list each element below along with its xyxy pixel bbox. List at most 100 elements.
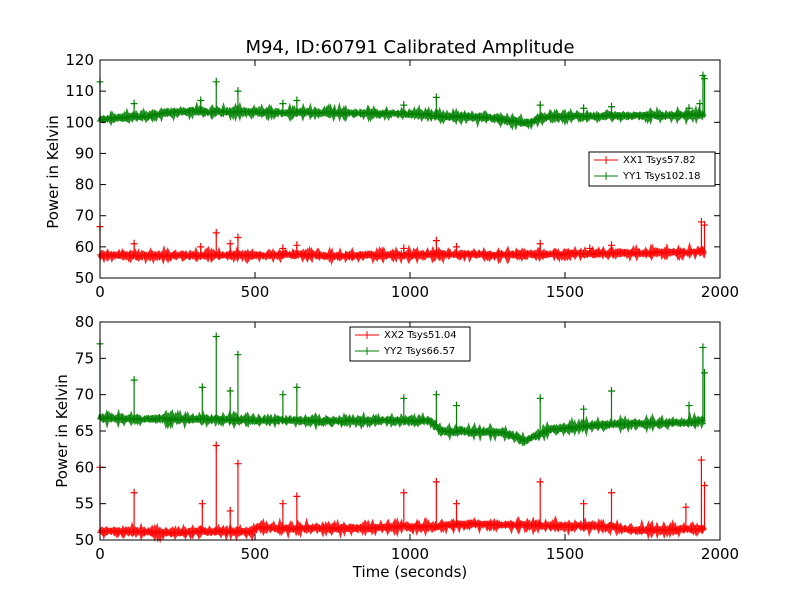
top-point-xx1 xyxy=(595,250,602,258)
bottom-point-yy2 xyxy=(323,416,330,424)
bottom-point-xx2 xyxy=(457,520,464,528)
bottom-point-xx2 xyxy=(268,524,275,532)
top-point-yy1 xyxy=(201,108,208,116)
top-point-yy1 xyxy=(268,108,275,116)
top-point-xx1 xyxy=(160,253,167,261)
bottom-point-yy2 xyxy=(636,419,643,427)
bottom-point-yy2 xyxy=(342,417,349,425)
top-legend: + XX1 Tsys57.82 + YY1 Tsys102.18 xyxy=(588,151,716,187)
bottom-point-yy2 xyxy=(617,419,624,427)
bottom-spike-marker-xx2 xyxy=(701,481,708,490)
bottom-spike-marker-yy2 xyxy=(234,350,242,359)
bottom-point-xx2 xyxy=(283,524,289,532)
top-spike-marker-xx1 xyxy=(130,239,138,248)
bottom-spike-marker-yy2 xyxy=(608,387,615,396)
top-point-xx1 xyxy=(446,250,453,258)
bottom-point-xx2 xyxy=(428,522,435,530)
bottom-point-yy2 xyxy=(230,417,237,425)
bottom-point-yy2 xyxy=(588,422,595,430)
top-point-yy1 xyxy=(130,112,137,120)
top-point-yy1 xyxy=(669,111,676,119)
bottom-point-xx2 xyxy=(111,527,118,535)
top-point-xx1 xyxy=(320,251,327,259)
top-point-yy1 xyxy=(312,108,319,116)
bottom-spike-marker-xx2 xyxy=(432,477,440,486)
top-point-yy1 xyxy=(316,109,323,117)
bottom-point-xx2 xyxy=(219,526,226,534)
bottom-point-xx2 xyxy=(141,529,148,537)
bottom-point-xx2 xyxy=(190,529,196,537)
top-point-yy1 xyxy=(658,111,665,119)
top-spike-marker-yy1 xyxy=(685,104,693,113)
bottom-legend: + XX2 Tsys51.04 + YY2 Tsys66.57 xyxy=(349,326,471,362)
bottom-point-xx2 xyxy=(677,524,684,532)
top-point-xx1 xyxy=(145,251,152,259)
top-point-xx1 xyxy=(521,251,528,259)
top-point-xx1 xyxy=(684,249,691,257)
top-spike-marker-yy1 xyxy=(701,74,708,83)
bottom-point-yy2 xyxy=(614,420,621,428)
bottom-point-yy2 xyxy=(372,416,379,424)
top-point-yy1 xyxy=(595,112,602,120)
top-point-xx1 xyxy=(610,250,617,258)
bottom-point-yy2 xyxy=(271,417,278,425)
bottom-point-xx2 xyxy=(160,530,167,538)
bottom-point-yy2 xyxy=(409,417,416,425)
top-point-yy1 xyxy=(550,112,557,120)
top-legend-plus-yy1: + xyxy=(601,169,611,183)
bottom-y-tick-label: 80 xyxy=(75,313,94,331)
top-y-tick-label: 60 xyxy=(75,238,94,256)
bottom-point-yy2 xyxy=(472,429,479,437)
bottom-point-yy2 xyxy=(513,432,520,440)
bottom-point-xx2 xyxy=(405,523,412,531)
bottom-point-yy2 xyxy=(435,425,442,433)
top-spike-marker-xx1 xyxy=(234,233,242,242)
bottom-point-yy2 xyxy=(695,417,702,425)
top-point-xx1 xyxy=(692,249,699,257)
bottom-point-yy2 xyxy=(126,415,133,423)
bottom-point-yy2 xyxy=(253,417,260,425)
bottom-point-xx2 xyxy=(461,522,468,530)
bottom-point-yy2 xyxy=(569,425,576,433)
top-point-yy1 xyxy=(513,117,520,125)
bottom-point-xx2 xyxy=(602,524,609,532)
bottom-point-yy2 xyxy=(461,427,468,435)
top-point-yy1 xyxy=(454,113,461,121)
top-spike-marker-xx1 xyxy=(432,236,440,245)
bottom-point-xx2 xyxy=(167,530,174,538)
bottom-x-tick-label: 1000 xyxy=(391,545,429,563)
top-x-tick-label: 1500 xyxy=(546,283,584,301)
top-point-yy1 xyxy=(535,115,542,123)
top-point-yy1 xyxy=(554,113,561,121)
top-point-yy1 xyxy=(141,112,148,120)
bottom-series-xx2 xyxy=(96,441,708,544)
top-point-xx1 xyxy=(580,250,587,258)
top-point-xx1 xyxy=(420,250,427,258)
bottom-point-yy2 xyxy=(182,414,189,422)
bottom-point-yy2 xyxy=(242,417,249,425)
top-legend-label-yy1: YY1 Tsys102.18 xyxy=(622,171,701,182)
top-point-yy1 xyxy=(491,113,498,121)
top-point-xx1 xyxy=(353,252,360,260)
top-point-yy1 xyxy=(290,109,297,117)
bottom-legend-plus-xx2: + xyxy=(362,328,372,342)
top-point-xx1 xyxy=(126,251,133,259)
bottom-point-xx2 xyxy=(535,521,542,529)
bottom-spike-marker-yy2 xyxy=(293,383,301,392)
top-point-yy1 xyxy=(253,107,260,115)
bottom-point-yy2 xyxy=(283,417,289,425)
top-point-yy1 xyxy=(673,110,680,118)
top-point-yy1 xyxy=(565,112,572,120)
bottom-point-yy2 xyxy=(602,420,609,428)
bottom-point-yy2 xyxy=(450,428,457,436)
bottom-point-xx2 xyxy=(402,522,409,530)
top-point-yy1 xyxy=(271,110,278,118)
top-point-xx1 xyxy=(517,250,524,258)
top-point-yy1 xyxy=(584,113,591,121)
bottom-point-xx2 xyxy=(655,525,661,533)
bottom-point-yy2 xyxy=(141,415,148,423)
bottom-point-xx2 xyxy=(413,522,420,530)
bottom-spike-marker-xx2 xyxy=(212,441,220,450)
top-point-yy1 xyxy=(260,109,267,117)
